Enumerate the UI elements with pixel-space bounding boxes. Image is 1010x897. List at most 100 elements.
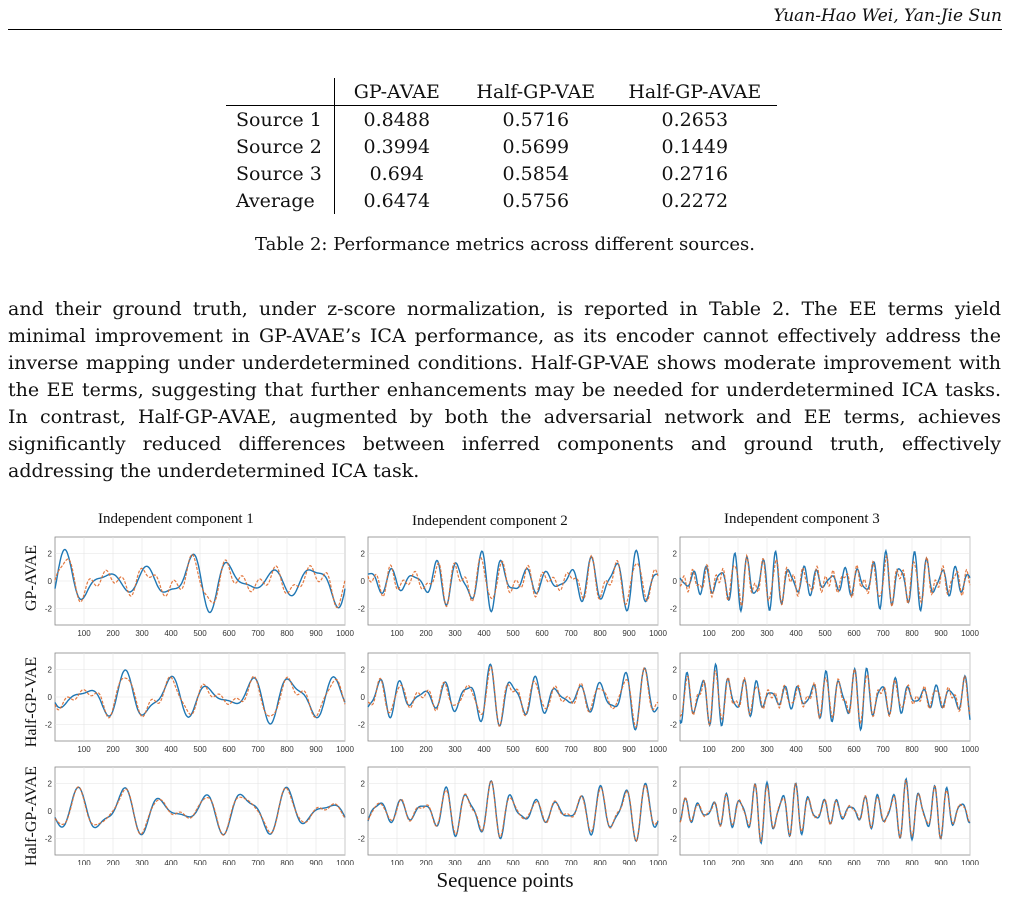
x-tick-label: 300 [135, 859, 149, 865]
x-tick-label: 200 [731, 859, 745, 865]
y-tick-label: -2 [358, 835, 366, 844]
inferred-series-line [367, 779, 659, 843]
subplot: 100 200 300 400 500 600 700 800 900 1000 -2 0 2 [358, 652, 667, 754]
x-tick-label: 500 [506, 745, 520, 754]
table-cell: 0.5854 [502, 162, 570, 185]
x-tick-label: 500 [193, 629, 207, 638]
x-tick-label: 1000 [649, 745, 667, 754]
x-tick-label: 1000 [649, 629, 667, 638]
x-tick-label: 100 [702, 629, 716, 638]
x-tick-label: 400 [164, 629, 178, 638]
subplot: 100 200 300 400 500 600 700 800 900 1000 -2 0 2 [358, 766, 667, 865]
x-tick-label: 800 [905, 745, 919, 754]
column-header: GP-AVAE [334, 78, 459, 106]
x-tick-label: 600 [535, 859, 549, 865]
x-tick-label: 900 [934, 859, 948, 865]
x-tick-label: 400 [477, 745, 491, 754]
x-tick-label: 100 [77, 859, 91, 865]
x-tick-label: 700 [876, 859, 890, 865]
table-row: Source 2 0.3994 0.5699 0.1449 [226, 133, 777, 160]
x-tick-label: 200 [106, 859, 120, 865]
y-tick-label: 0 [361, 693, 366, 702]
x-tick-label: 700 [251, 859, 265, 865]
x-tick-label: 500 [506, 859, 520, 865]
x-tick-label: 600 [847, 745, 861, 754]
x-tick-label: 100 [77, 745, 91, 754]
table-cell: 0.5716 [502, 108, 570, 131]
x-tick-label: 100 [390, 859, 404, 865]
running-header: Yuan-Hao Wei, Yan-Jie Sun [773, 6, 1002, 26]
table-cell: 0.3994 [363, 135, 431, 158]
y-tick-label: 0 [361, 577, 366, 586]
row-label: Source 2 [226, 133, 335, 160]
x-tick-label: 700 [876, 745, 890, 754]
x-tick-label: 1000 [336, 629, 354, 638]
x-tick-label: 800 [905, 859, 919, 865]
y-tick-label: 2 [673, 780, 678, 789]
x-tick-label: 700 [251, 745, 265, 754]
x-tick-label: 900 [934, 745, 948, 754]
truth-series-line [367, 549, 658, 613]
y-tick-label: 2 [48, 550, 53, 559]
x-tick-label: 400 [789, 629, 803, 638]
x-tick-label: 500 [818, 745, 832, 754]
table-row: Source 1 0.8488 0.5716 0.2653 [226, 105, 777, 133]
y-tick-label: -2 [670, 721, 678, 730]
x-tick-label: 300 [448, 745, 462, 754]
x-tick-label: 300 [760, 745, 774, 754]
y-tick-label: -2 [358, 605, 366, 614]
x-tick-label: 1000 [336, 745, 354, 754]
x-tick-label: 400 [789, 745, 803, 754]
x-tick-label: 500 [193, 745, 207, 754]
x-tick-label: 300 [448, 859, 462, 865]
x-tick-label: 700 [564, 629, 578, 638]
x-tick-label: 800 [905, 629, 919, 638]
metrics-table-wrap: GP-AVAE Half-GP-VAE Half-GP-AVAE Source … [226, 78, 778, 214]
x-tick-label: 700 [876, 629, 890, 638]
x-tick-label: 800 [593, 745, 607, 754]
y-tick-label: 2 [673, 666, 678, 675]
x-tick-label: 600 [847, 629, 861, 638]
x-tick-label: 200 [106, 745, 120, 754]
subplot: 100 200 300 400 500 600 700 800 900 1000 -2 0 2 [358, 536, 667, 638]
y-tick-label: -2 [358, 721, 366, 730]
subplot: 100 200 300 400 500 600 700 800 900 1000 -2 0 2 [670, 536, 979, 638]
x-tick-label: 600 [222, 629, 236, 638]
y-tick-label: 2 [361, 550, 366, 559]
table-cell: 0.5756 [502, 189, 570, 212]
x-tick-label: 900 [622, 745, 636, 754]
x-tick-label: 1000 [961, 629, 979, 638]
header-rule [8, 29, 1002, 30]
table-caption: Table 2: Performance metrics across diff… [254, 234, 756, 255]
table-cell: 0.5699 [502, 135, 570, 158]
x-tick-label: 200 [731, 629, 745, 638]
x-tick-label: 1000 [336, 859, 354, 865]
x-tick-label: 1000 [649, 859, 667, 865]
y-tick-label: 2 [673, 550, 678, 559]
x-tick-label: 600 [535, 745, 549, 754]
x-tick-label: 100 [77, 629, 91, 638]
x-tick-label: 100 [390, 745, 404, 754]
figure: Independent component 1 Independent comp… [0, 505, 1010, 897]
x-tick-label: 600 [535, 629, 549, 638]
inferred-series-line [367, 554, 659, 608]
subplot: 100 200 300 400 500 600 700 800 900 1000 -2 0 2 [670, 766, 979, 865]
inferred-series-line [54, 675, 346, 719]
x-tick-label: 800 [280, 745, 294, 754]
x-tick-label: 700 [251, 629, 265, 638]
truth-series-line [54, 548, 346, 614]
column-header: Half-GP-VAE [458, 78, 613, 106]
subplot: 100 200 300 400 500 600 700 800 900 1000 -2 0 2 [45, 652, 354, 754]
y-tick-label: 2 [361, 666, 366, 675]
x-tick-label: 400 [164, 859, 178, 865]
inferred-series-line [54, 786, 346, 836]
x-tick-label: 900 [309, 745, 323, 754]
x-tick-label: 700 [564, 745, 578, 754]
x-tick-label: 700 [564, 859, 578, 865]
y-tick-label: -2 [45, 605, 53, 614]
x-tick-label: 100 [390, 629, 404, 638]
y-tick-label: 2 [48, 780, 53, 789]
y-tick-label: -2 [670, 605, 678, 614]
x-tick-label: 500 [193, 859, 207, 865]
